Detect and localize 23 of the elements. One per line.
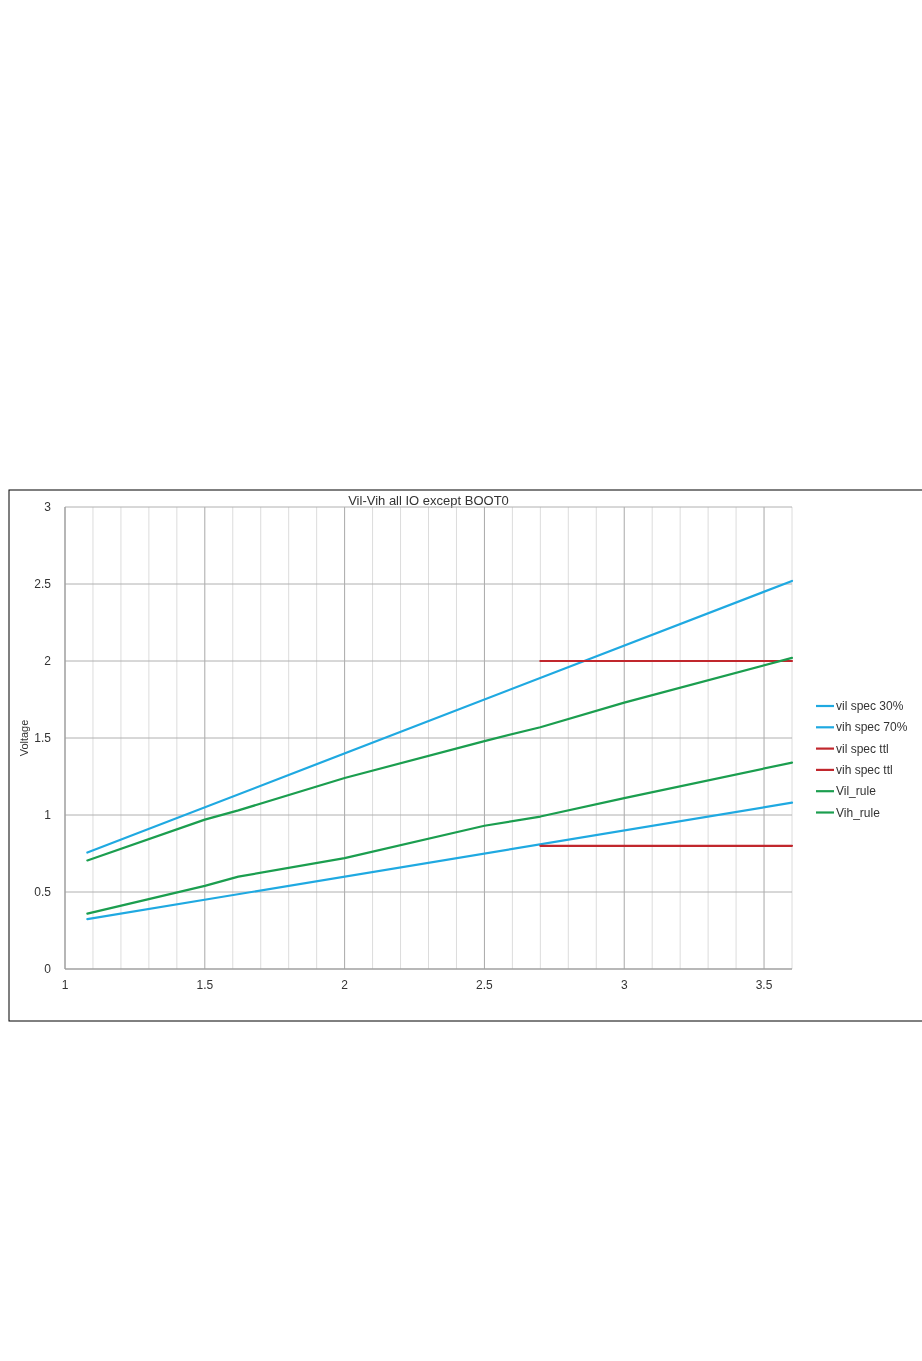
y-tick-label: 2	[44, 654, 52, 668]
chart-title: Vil-Vih all IO except BOOT0	[348, 493, 509, 508]
legend-label: vil spec ttl	[836, 741, 889, 756]
x-tick-label: 2.5	[476, 978, 494, 992]
legend-label: vih spec 70%	[836, 720, 908, 735]
y-tick-label: 1.5	[34, 731, 52, 745]
x-tick-label: 1	[61, 978, 69, 992]
legend-label: vih spec ttl	[836, 762, 893, 777]
legend-label: vil spec 30%	[836, 699, 904, 713]
y-tick-label: 1	[44, 808, 52, 822]
y-tick-label: 3	[44, 500, 52, 514]
legend-label: Vil_rule	[836, 784, 877, 799]
x-tick-label: 3	[620, 978, 628, 992]
y-axis-title: Voltage	[18, 719, 30, 757]
line-series	[86, 761, 794, 915]
y-tick-label: 2.5	[34, 577, 52, 591]
line-series	[86, 656, 794, 862]
x-tick-label: 1.5	[196, 978, 214, 992]
y-tick-label: 0	[44, 962, 52, 976]
x-tick-label: 3.5	[755, 978, 773, 992]
legend-label: Vih_rule	[836, 805, 881, 820]
x-tick-label: 2	[341, 978, 349, 992]
y-tick-label: 0.5	[34, 885, 52, 899]
